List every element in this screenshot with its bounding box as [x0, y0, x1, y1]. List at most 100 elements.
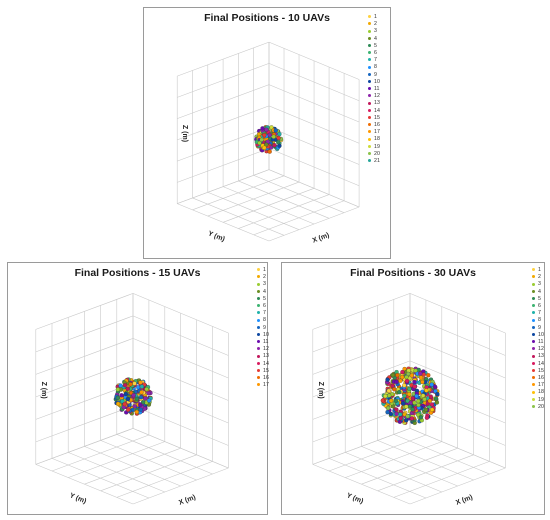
uav-point — [405, 414, 410, 419]
uav-point — [380, 398, 385, 403]
uav-point — [385, 377, 390, 382]
uav-point — [422, 397, 427, 402]
legend-label: 13 — [263, 353, 269, 360]
legend-item: 7 — [532, 310, 544, 317]
x-axis-label: X (m) — [178, 494, 197, 507]
uav-point — [122, 401, 127, 407]
legend-label: 18 — [538, 389, 544, 396]
legend-label: 16 — [538, 375, 544, 382]
uav-point — [144, 387, 149, 392]
legend-label: 14 — [538, 360, 544, 367]
legend-item: 7 — [368, 57, 380, 64]
chart-panel-15-uavs: Final Positions - 15 UAVs Y (m) X (m) Z (m… — [7, 262, 269, 515]
y-axis-label: Y (m) — [207, 230, 226, 243]
legend-item: 15 — [532, 368, 544, 375]
uav-point — [433, 389, 438, 394]
legend-marker — [368, 159, 371, 163]
uav-point — [131, 393, 136, 398]
legend-item: 1 — [368, 14, 380, 21]
floor-grid-line — [253, 174, 345, 213]
legend-marker — [532, 340, 535, 344]
x-axis-label: X (m) — [312, 232, 331, 245]
uav-point — [132, 381, 137, 386]
legend-marker — [532, 325, 535, 329]
uav-point — [423, 407, 429, 412]
uav-point — [409, 373, 414, 378]
uav-point — [407, 386, 412, 392]
uav-point — [134, 409, 139, 415]
legend-marker — [257, 368, 260, 372]
legend-marker — [257, 318, 260, 322]
legend-marker — [368, 65, 371, 69]
legend-label: 12 — [538, 346, 544, 353]
legend-marker — [532, 390, 535, 394]
uav-point — [257, 140, 262, 146]
wall-grid-line — [409, 315, 506, 356]
legend-label: 10 — [263, 331, 269, 338]
legend-label: 4 — [538, 288, 541, 295]
uav-point — [400, 374, 405, 380]
legend-label: 1 — [538, 267, 541, 273]
legend-item: 20 — [532, 404, 544, 411]
uav-point — [418, 375, 424, 380]
y-axis-label: Y (m) — [345, 492, 364, 505]
legend-item: 2 — [368, 21, 380, 28]
legend-marker — [532, 368, 535, 372]
wall-grid-line — [268, 41, 360, 80]
uav-point — [412, 379, 417, 385]
legend-label: 3 — [374, 28, 377, 35]
legend-item: 6 — [368, 50, 380, 57]
legend-label: 17 — [374, 129, 380, 136]
uav-point — [118, 383, 123, 388]
legend: 1 2 3 4 5 6 7 8 9 10 11 12 13 14 15 16 17 18 19 20 — [532, 267, 544, 411]
uav-point — [146, 398, 152, 403]
legend-item: 7 — [257, 310, 269, 317]
legend-marker — [257, 311, 260, 315]
plot-3d-area: Y (m) X (m) Z (m) — [312, 293, 506, 507]
uav-point — [146, 391, 151, 396]
uav-points — [380, 366, 440, 426]
uav-point — [262, 133, 267, 138]
uav-point — [420, 379, 425, 385]
legend-item: 18 — [368, 136, 380, 143]
legend-item: 9 — [368, 72, 380, 79]
uav-point — [276, 140, 281, 145]
legend-marker — [532, 332, 535, 336]
legend-item: 12 — [257, 346, 269, 353]
wall-grid-line — [177, 41, 270, 77]
legend-item: 6 — [257, 303, 269, 310]
chart-title: Final Positions - 15 UAVs — [74, 267, 201, 279]
uav-point — [429, 382, 434, 387]
uav-point — [394, 379, 399, 385]
legend-marker — [257, 275, 260, 279]
legend-marker — [532, 361, 535, 365]
uav-point — [402, 393, 407, 398]
uav-point — [398, 412, 403, 417]
legend-label: 7 — [263, 310, 266, 317]
uav-point — [277, 131, 282, 137]
legend-marker — [257, 340, 260, 344]
uav-points — [254, 125, 284, 154]
wall-grid-line — [132, 293, 229, 334]
legend-label: 12 — [374, 93, 380, 100]
x-axis-label: X (m) — [455, 494, 474, 507]
plot-3d-area: Y (m) X (m) Z (m) — [35, 293, 229, 507]
legend-item: 6 — [532, 303, 544, 310]
uav-point — [430, 407, 435, 412]
wall-grid-line — [312, 315, 411, 353]
uav-point — [428, 394, 433, 399]
legend-marker — [368, 144, 371, 148]
legend-label: 18 — [374, 136, 380, 143]
uav-point — [122, 383, 128, 388]
legend-label: 7 — [374, 57, 377, 64]
uav-point — [427, 398, 432, 404]
legend-item: 16 — [368, 122, 380, 129]
legend-marker — [368, 123, 371, 127]
legend-marker — [532, 383, 535, 387]
legend-marker — [532, 318, 535, 322]
legend: 1 2 3 4 5 6 7 8 9 10 11 12 13 14 15 16 17 — [257, 267, 269, 389]
legend-item: 18 — [532, 389, 544, 396]
legend-item: 14 — [257, 361, 269, 368]
uav-point — [434, 400, 440, 405]
legend-label: 15 — [538, 367, 544, 374]
